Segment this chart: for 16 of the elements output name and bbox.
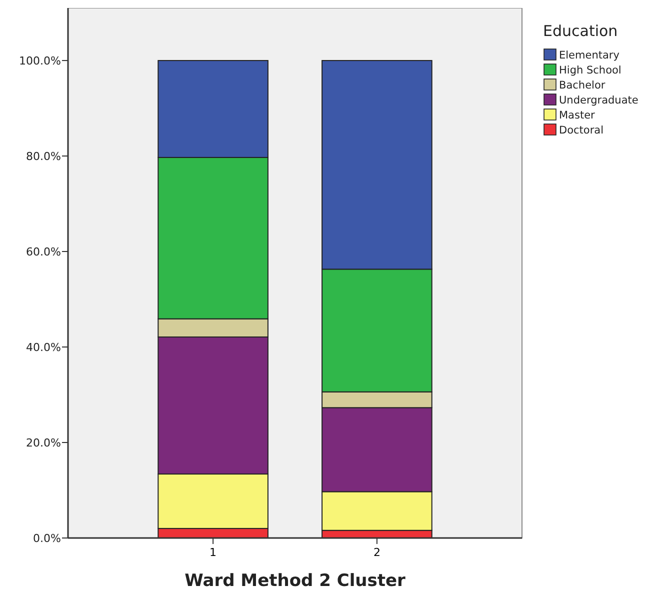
y-tick-label: 20.0% <box>26 436 61 450</box>
legend-title: Education <box>543 22 618 40</box>
legend-label: High School <box>559 64 622 77</box>
legend-label: Elementary <box>559 50 620 62</box>
legend-label: Undergraduate <box>559 94 638 107</box>
y-tick-label: 100.0% <box>19 54 61 68</box>
legend-label: Bachelor <box>559 80 606 92</box>
y-tick-label: 80.0% <box>26 150 61 163</box>
legend-label: Doctoral <box>559 124 604 137</box>
x-tick-label: 2 <box>373 546 380 559</box>
y-tick-label: 0.0% <box>33 532 61 545</box>
x-axis-title: Ward Method 2 Cluster <box>184 571 406 591</box>
legend-label: Master <box>559 110 596 122</box>
y-tick-label: 60.0% <box>26 245 61 258</box>
y-tick-label: 40.0% <box>26 340 61 354</box>
x-tick-label: 1 <box>210 546 217 559</box>
